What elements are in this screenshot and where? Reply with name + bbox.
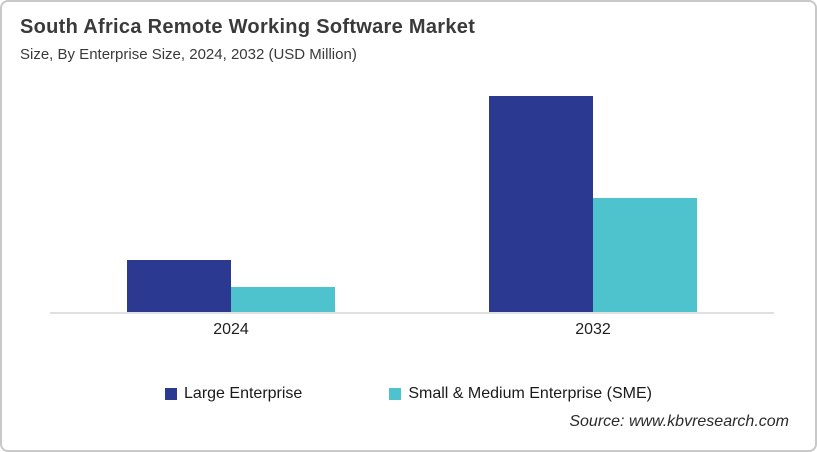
legend-label-large-enterprise: Large Enterprise — [184, 385, 303, 402]
source-text: Source: www.kbvresearch.com — [569, 413, 789, 430]
legend-label-small-medium-enterprise-sme: Small & Medium Enterprise (SME) — [408, 385, 652, 402]
legend-item-large-enterprise: Large Enterprise — [165, 385, 302, 403]
legend-swatch-large-enterprise — [165, 388, 178, 400]
bar-2032-large-enterprise — [489, 96, 593, 312]
chart-subtitle: Size, By Enterprise Size, 2024, 2032 (US… — [20, 46, 357, 63]
x-axis-label-2024: 2024 — [213, 321, 249, 338]
plot-area — [50, 82, 774, 314]
legend-item-small-medium-enterprise-sme: Small & Medium Enterprise (SME) — [389, 385, 652, 403]
bar-2024-large-enterprise — [127, 260, 231, 312]
bar-2032-small-medium-enterprise-sme — [593, 198, 697, 312]
x-axis-labels: 2024 2032 — [50, 321, 774, 339]
chart-title: South Africa Remote Working Software Mar… — [20, 16, 476, 38]
x-axis-label-2032: 2032 — [575, 321, 611, 338]
bar-2024-small-medium-enterprise-sme — [231, 287, 335, 312]
legend: Large Enterprise Small & Medium Enterpris… — [2, 385, 815, 403]
legend-swatch-small-medium-enterprise-sme — [389, 388, 402, 400]
